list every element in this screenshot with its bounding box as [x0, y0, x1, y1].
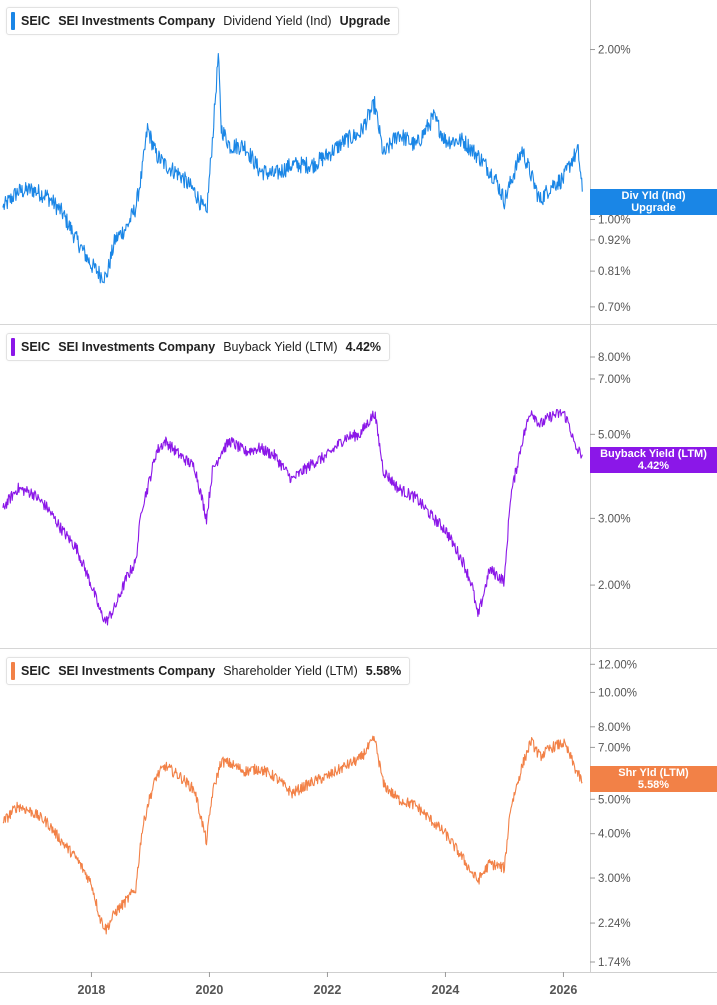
y-tick-label: 10.00% — [598, 687, 637, 699]
y-tick-label: 3.00% — [598, 873, 631, 885]
y-tick-label: 0.92% — [598, 235, 631, 247]
legend-company: SEI Investments Company — [58, 664, 216, 678]
y-tick-label: 0.81% — [598, 266, 631, 278]
legend-value: Upgrade — [339, 14, 391, 28]
y-tick-label: 1.00% — [598, 214, 631, 226]
legend-ticker: SEIC — [21, 340, 51, 354]
y-tick-label: 1.74% — [598, 957, 631, 969]
flag-metric: Buyback Yield (LTM) — [600, 448, 707, 460]
series-line — [2, 735, 583, 935]
flag-value: Upgrade — [631, 202, 676, 214]
y-tick-label: 5.00% — [598, 429, 631, 441]
y-tick-label: 5.00% — [598, 794, 631, 806]
series-color-swatch — [11, 12, 15, 30]
legend-shareholder-yield[interactable]: SEIC SEI Investments Company Shareholder… — [6, 657, 411, 685]
current-value-flag-dividend: Div Yld (Ind) Upgrade — [590, 189, 717, 215]
x-tick-label: 2018 — [78, 983, 106, 997]
y-tick-label: 0.70% — [598, 302, 631, 314]
series-color-swatch — [11, 338, 15, 356]
legend-company: SEI Investments Company — [58, 14, 216, 28]
current-value-flag-shareholder: Shr Yld (LTM) 5.58% — [590, 766, 717, 792]
x-tick-label: 2020 — [196, 983, 224, 997]
legend-value: 4.42% — [345, 340, 382, 354]
legend-company: SEI Investments Company — [58, 340, 216, 354]
x-tick-label: 2022 — [314, 983, 342, 997]
legend-metric: Shareholder Yield (LTM) — [223, 664, 358, 678]
legend-buyback-yield[interactable]: SEIC SEI Investments Company Buyback Yie… — [6, 333, 391, 361]
legend-value: 5.58% — [365, 664, 402, 678]
y-tick-label: 4.00% — [598, 829, 631, 841]
x-tick-label: 2024 — [432, 983, 460, 997]
y-tick-label: 2.00% — [598, 45, 631, 57]
legend-ticker: SEIC — [21, 14, 51, 28]
y-tick-label: 7.00% — [598, 742, 631, 754]
y-tick-label: 2.00% — [598, 580, 631, 592]
series-color-swatch — [11, 662, 15, 680]
flag-value: 4.42% — [637, 460, 670, 472]
flag-value: 5.58% — [637, 779, 670, 791]
y-tick-label: 3.00% — [598, 513, 631, 525]
flag-metric: Shr Yld (LTM) — [618, 767, 689, 779]
series-line — [2, 52, 583, 284]
legend-metric: Buyback Yield (LTM) — [223, 340, 338, 354]
x-tick-label: 2026 — [550, 983, 578, 997]
legend-ticker: SEIC — [21, 664, 51, 678]
legend-dividend-yield[interactable]: SEIC SEI Investments Company Dividend Yi… — [6, 7, 400, 35]
y-tick-label: 2.24% — [598, 918, 631, 930]
current-value-flag-buyback: Buyback Yield (LTM) 4.42% — [590, 447, 717, 473]
series-line — [2, 408, 583, 626]
legend-metric: Dividend Yield (Ind) — [223, 14, 332, 28]
flag-metric: Div Yld (Ind) — [621, 190, 686, 202]
y-tick-label: 12.00% — [598, 659, 637, 671]
y-tick-label: 8.00% — [598, 352, 631, 364]
y-tick-label: 7.00% — [598, 374, 631, 386]
y-tick-label: 8.00% — [598, 722, 631, 734]
